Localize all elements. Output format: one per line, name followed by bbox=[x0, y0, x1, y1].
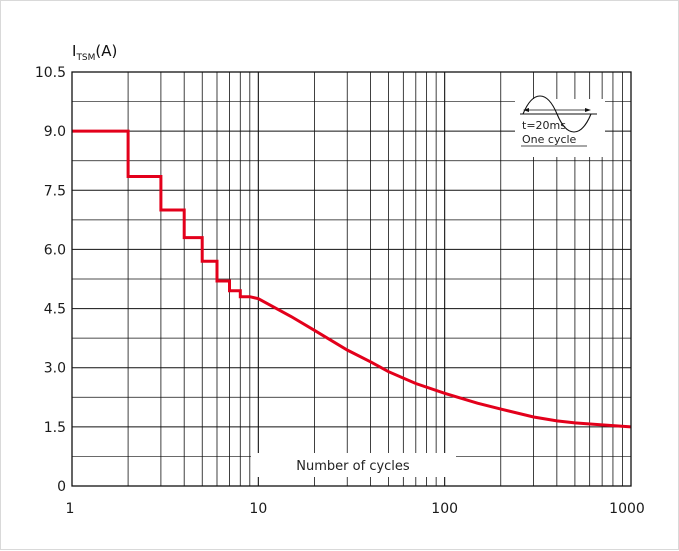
x-axis-label: Number of cycles bbox=[296, 459, 410, 474]
inset-arrow-left-icon bbox=[523, 108, 529, 112]
x-tick-label: 1000 bbox=[609, 501, 645, 517]
series-line bbox=[72, 129, 632, 429]
inset-duration-label: t=20ms bbox=[522, 119, 566, 132]
x-tick-labels: 1 10 100 1000 bbox=[66, 501, 645, 517]
plot-border bbox=[71, 71, 632, 487]
inset-background bbox=[515, 99, 605, 157]
y-tick-label: 4.5 bbox=[44, 302, 66, 318]
inset-arrow-right-icon bbox=[585, 108, 591, 112]
y-tick-labels: 0 1.5 3.0 4.5 6.0 7.5 9.0 10.5 bbox=[35, 65, 66, 495]
y-tick-label: 3.0 bbox=[44, 361, 66, 377]
y-tick-label: 7.5 bbox=[44, 183, 66, 199]
x-axis-label-background bbox=[251, 453, 456, 477]
inset-cycle-label: One cycle bbox=[522, 133, 577, 146]
y-axis-label: ITSM(A) bbox=[72, 42, 117, 63]
x-tick-label: 10 bbox=[249, 501, 267, 517]
y-axis-label-unit: (A) bbox=[95, 42, 117, 60]
x-tick-label: 100 bbox=[431, 501, 458, 517]
y-axis-label-subscript: TSM bbox=[75, 53, 95, 63]
y-tick-label: 1.5 bbox=[44, 420, 66, 436]
one-cycle-inset: t=20ms One cycle bbox=[515, 95, 605, 157]
y-tick-label: 0 bbox=[57, 479, 66, 495]
y-tick-label: 9.0 bbox=[44, 124, 66, 140]
y-tick-label: 6.0 bbox=[44, 242, 66, 258]
y-tick-label: 10.5 bbox=[35, 65, 66, 81]
x-tick-label: 1 bbox=[66, 501, 75, 517]
y-axis-label-main: I bbox=[72, 42, 76, 60]
